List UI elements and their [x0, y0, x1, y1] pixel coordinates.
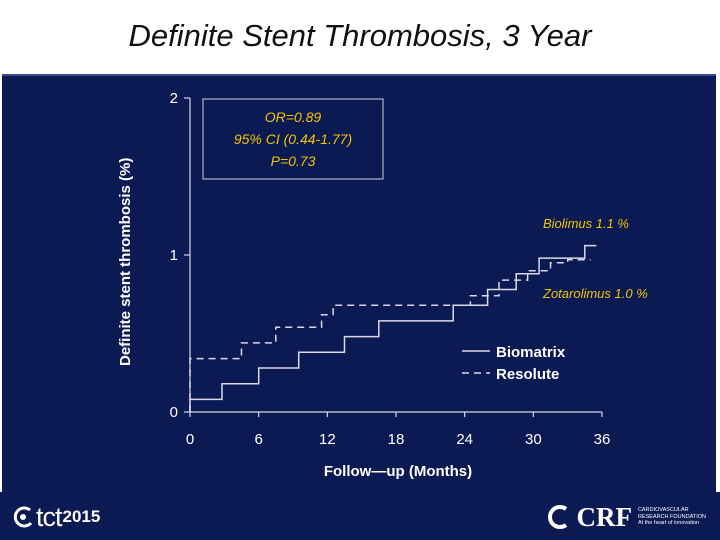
annotation-zotarolimus: Zotarolimus 1.0 %	[542, 286, 648, 301]
crf-tagline: CARDIOVASCULAR RESEARCH FOUNDATION At th…	[638, 507, 706, 527]
y-tick-label: 0	[170, 404, 178, 421]
series-line-biomatrix	[189, 244, 597, 412]
tct-logo-text: tct	[36, 501, 62, 532]
annotation-biolimus: Biolimus 1.1 %	[543, 216, 629, 231]
legend-resolute-label: Resolute	[496, 366, 559, 383]
x-tick-label: 24	[456, 431, 473, 448]
crf-tagline-line: At the heart of innovation	[637, 520, 700, 527]
x-tick-label: 18	[388, 431, 405, 448]
y-tick-label: 1	[170, 247, 178, 264]
y-tick-label: 2	[170, 90, 178, 107]
chart: 012 0 6 12 18 24 30 36 Definite stent thrombos…	[117, 90, 648, 480]
x-tick-label: 12	[319, 431, 336, 448]
stats-ci: 95% CI (0.44-1.77)	[234, 131, 352, 147]
tct-logo: tct 2015	[10, 500, 100, 534]
x-tick-label: 0	[186, 431, 194, 448]
tct-logo-year: 2015	[62, 507, 101, 526]
stats-box	[202, 98, 384, 180]
x-tick-label: 36	[594, 431, 611, 448]
stats-p: P=0.73	[271, 153, 316, 169]
crf-tagline-line: CARDIOVASCULAR	[637, 507, 689, 514]
slide-title: Definite Stent Thrombosis, 3 Year	[128, 18, 592, 53]
x-axis-label: Follow—up (Months)	[324, 463, 472, 480]
stats-or: OR=0.89	[265, 109, 322, 125]
tct-swirl-icon	[13, 506, 33, 528]
crf-logo-text: CRF	[576, 501, 632, 532]
legend-biomatrix-label: Biomatrix	[496, 344, 566, 361]
crf-tagline-line: RESEARCH FOUNDATION	[637, 513, 706, 520]
crf-logo: CRF CARDIOVASCULAR RESEARCH FOUNDATION A…	[548, 500, 706, 534]
x-tick-label: 30	[525, 431, 542, 448]
y-axis-label: Definite stent thrombosis (%)	[117, 158, 134, 366]
series-line-resolute	[189, 258, 591, 412]
crf-emblem-icon	[548, 505, 568, 529]
footer-bar: tct 2015 CRF CARDIOVASCULAR RESEARCH FOU…	[0, 492, 720, 540]
x-tick-label: 6	[254, 431, 262, 448]
